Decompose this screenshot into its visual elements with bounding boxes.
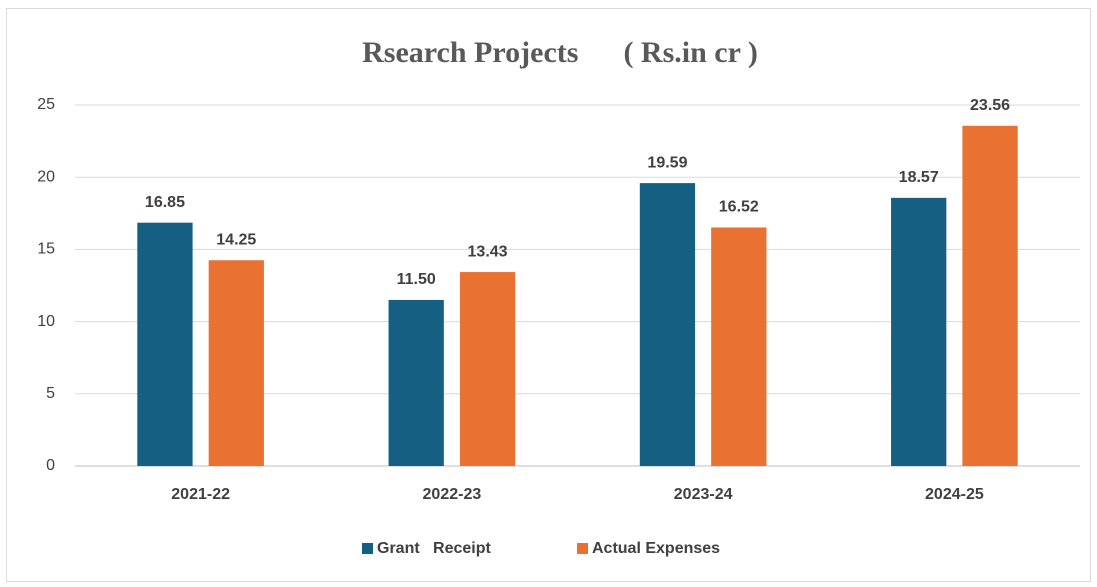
value-label: 16.85 xyxy=(145,194,185,211)
bar xyxy=(388,299,444,466)
value-label: 14.25 xyxy=(216,231,256,248)
value-label: 18.57 xyxy=(899,169,939,186)
y-tick-label: 15 xyxy=(37,241,55,258)
bar xyxy=(459,272,516,466)
legend-swatch xyxy=(577,543,588,554)
value-label: 23.56 xyxy=(970,97,1010,114)
value-label: 11.50 xyxy=(397,271,436,288)
legend-label: Grant Receipt xyxy=(377,540,491,557)
y-tick-label: 20 xyxy=(37,168,55,185)
bar xyxy=(891,197,947,467)
x-tick-label: 2022-23 xyxy=(423,486,482,503)
y-tick-label: 0 xyxy=(46,457,55,474)
value-label: 13.43 xyxy=(468,243,508,260)
legend-swatch xyxy=(362,543,373,554)
x-tick-label: 2023-24 xyxy=(674,486,733,503)
bar xyxy=(962,125,1018,466)
bar xyxy=(711,227,767,466)
legend-label: Actual Expenses xyxy=(592,540,720,557)
y-tick-label: 10 xyxy=(37,313,55,330)
value-label: 19.59 xyxy=(647,154,687,171)
x-tick-label: 2024-25 xyxy=(925,486,984,503)
bar xyxy=(639,183,696,466)
bar xyxy=(137,222,193,466)
value-label: 16.52 xyxy=(719,199,759,216)
bar xyxy=(208,260,264,466)
y-tick-label: 25 xyxy=(37,96,55,113)
x-tick-label: 2021-22 xyxy=(171,486,230,503)
chart-title: Rsearch Projects ( Rs.in cr ) xyxy=(362,36,758,69)
y-tick-label: 5 xyxy=(46,385,55,402)
